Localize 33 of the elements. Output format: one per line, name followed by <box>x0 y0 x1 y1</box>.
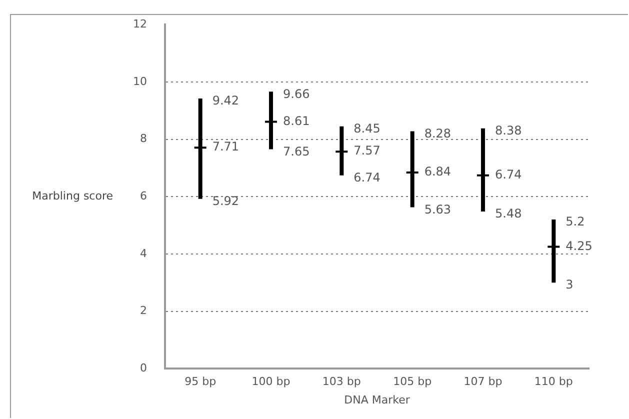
y-tick-label: 8 <box>140 132 147 146</box>
data-label: 6.74 <box>495 168 522 182</box>
y-tick-label: 6 <box>140 189 147 202</box>
annotation: 9.66 <box>283 86 310 101</box>
data-label: 8.61 <box>283 114 310 128</box>
x-tick-label: 107 bp <box>464 375 502 388</box>
y-tick-label: 4 <box>140 246 147 260</box>
annotation: 8.28 <box>424 126 452 140</box>
annotation: 5.63 <box>424 202 452 216</box>
data-label: 6.84 <box>424 164 452 179</box>
annotation: 7.65 <box>283 144 310 158</box>
annotation: 9.42 <box>212 94 240 108</box>
x-tick-label: 110 bp <box>534 375 573 388</box>
y-tick-label: 12 <box>132 17 147 30</box>
y-tick-label: 0 <box>140 361 147 374</box>
x-tick-label: 95 bp <box>184 375 216 388</box>
x-tick-label: 105 bp <box>393 375 432 388</box>
data-label: 4.25 <box>566 238 592 253</box>
x-axis-title: DNA Marker <box>344 393 410 406</box>
annotation: 3 <box>566 278 574 292</box>
y-tick-label: 2 <box>140 304 147 318</box>
annotation: 5.48 <box>495 206 522 221</box>
annotation: 8.45 <box>354 121 380 136</box>
data-label: 7.57 <box>354 144 380 158</box>
annotation: 5.92 <box>212 194 240 208</box>
x-tick-label: 100 bp <box>252 375 290 388</box>
annotation: 5.2 <box>566 214 585 229</box>
annotation: 8.38 <box>495 124 522 138</box>
y-axis-title: Marbling score <box>32 189 114 202</box>
annotation: 6.74 <box>354 170 380 185</box>
data-label: 7.71 <box>212 140 240 154</box>
y-tick-label: 10 <box>132 74 147 88</box>
x-tick-label: 103 bp <box>322 375 361 388</box>
